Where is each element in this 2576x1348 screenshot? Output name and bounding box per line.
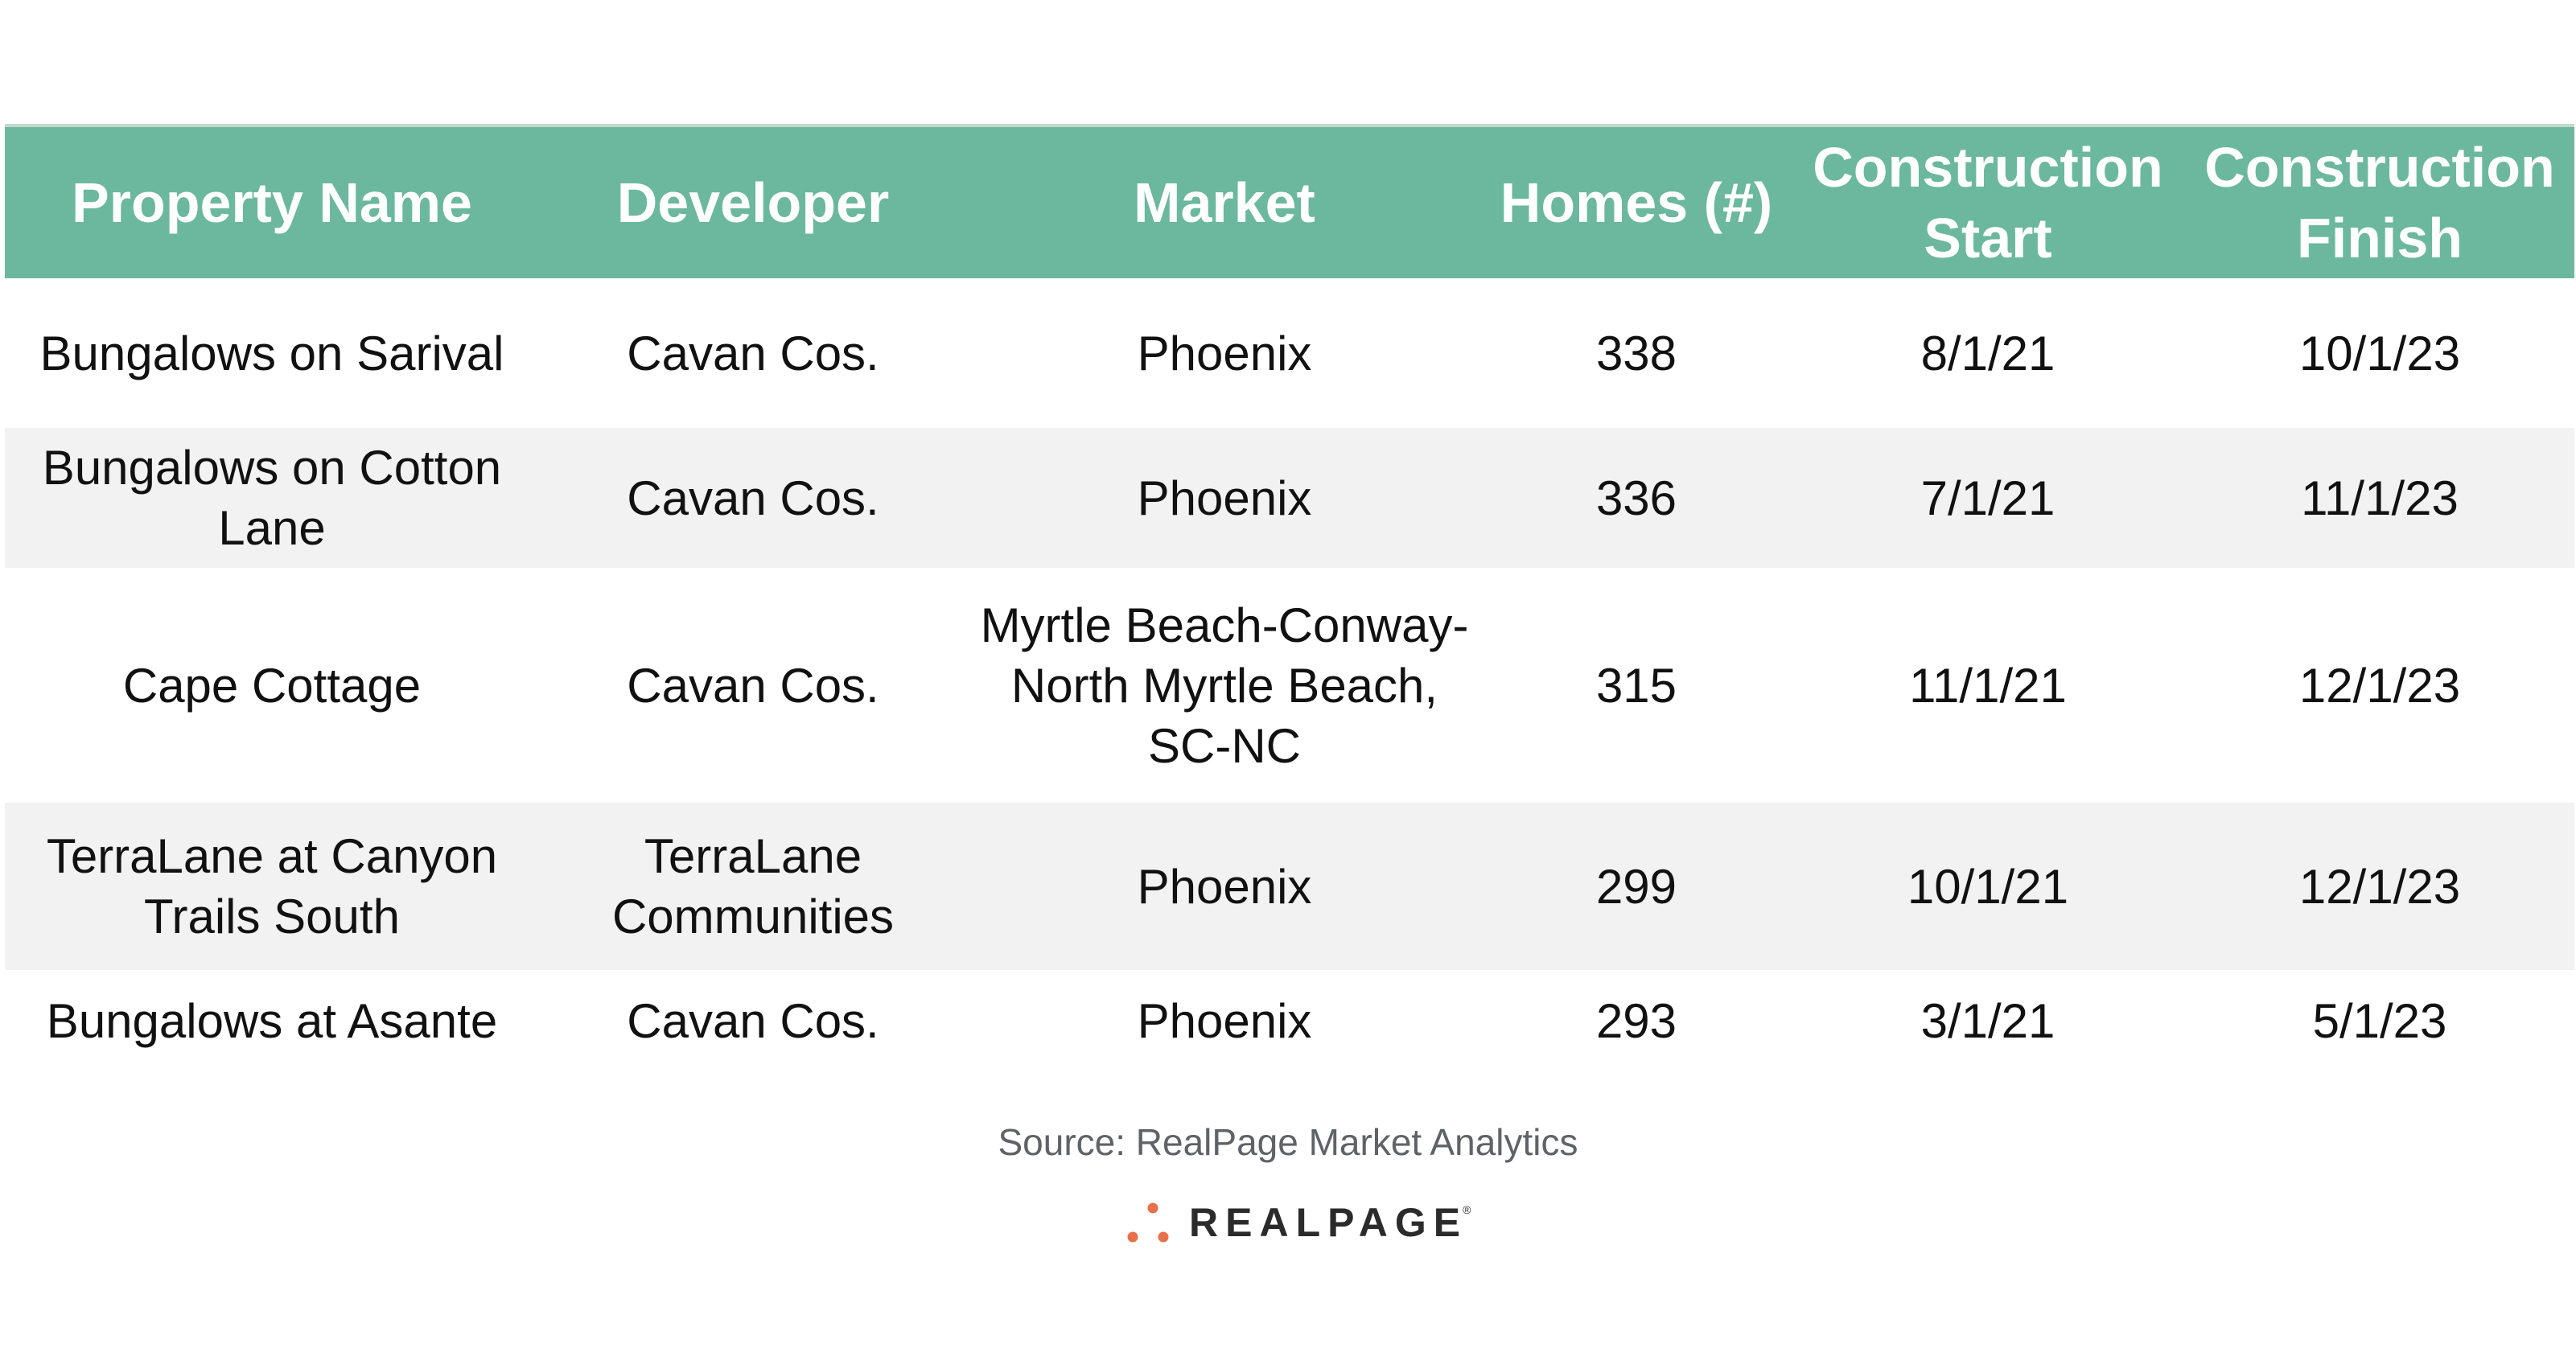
- cell-property-name: Cape Cottage: [122, 658, 422, 713]
- cell-developer: Cavan Cos.: [627, 993, 879, 1048]
- realpage-logo: REALPAGE ®: [1126, 1198, 1471, 1247]
- cell-homes: 299: [1595, 859, 1677, 914]
- header-market: Market: [1134, 171, 1315, 234]
- cell-homes: 338: [1595, 326, 1677, 380]
- logo-wordmark: REALPAGE: [1189, 1200, 1468, 1245]
- cell-market: Phoenix: [1137, 326, 1312, 380]
- cell-market: Myrtle Beach-Conway-North Myrtle Beach, …: [980, 598, 1469, 773]
- cell-property-name: Bungalows on Cotton Lane: [42, 441, 502, 555]
- table-row: Bungalows on Sarival Cavan Cos. Phoenix …: [5, 278, 2574, 428]
- cell-construction-start: 11/1/21: [1909, 658, 2067, 713]
- cell-property-name: Bungalows at Asante: [46, 993, 498, 1048]
- cell-developer: TerraLane Communities: [611, 829, 895, 943]
- realpage-dots-icon: [1127, 1202, 1169, 1243]
- source-note: Source: RealPage Market Analytics: [998, 1121, 1578, 1163]
- header-construction-start: Construction Start: [1813, 136, 2163, 269]
- table-header-row: Property Name Developer Market Homes (#)…: [5, 125, 2574, 278]
- cell-developer: Cavan Cos.: [627, 326, 879, 380]
- cell-construction-finish: 12/1/23: [2298, 859, 2461, 914]
- table-row: Bungalows at Asante Cavan Cos. Phoenix 2…: [5, 970, 2574, 1071]
- cell-construction-finish: 11/1/23: [2301, 471, 2459, 525]
- header-developer: Developer: [616, 171, 890, 234]
- cell-construction-start: 3/1/21: [1920, 993, 2055, 1048]
- header-property-name: Property Name: [72, 171, 472, 234]
- properties-table: Property Name Developer Market Homes (#)…: [5, 124, 2574, 1071]
- cell-property-name: Bungalows on Sarival: [39, 326, 504, 380]
- cell-market: Phoenix: [1137, 471, 1312, 525]
- header-homes: Homes (#): [1500, 171, 1773, 234]
- cell-construction-start: 7/1/21: [1920, 471, 2055, 525]
- table-row: Bungalows on Cotton Lane Cavan Cos. Phoe…: [5, 428, 2574, 568]
- cell-market: Phoenix: [1137, 993, 1312, 1048]
- cell-developer: Cavan Cos.: [627, 471, 879, 525]
- cell-construction-finish: 5/1/23: [2312, 993, 2447, 1048]
- cell-developer: Cavan Cos.: [627, 658, 879, 713]
- cell-property-name: TerraLane at Canyon Trails South: [46, 829, 498, 943]
- cell-construction-finish: 12/1/23: [2298, 658, 2461, 713]
- cell-construction-finish: 10/1/23: [2298, 326, 2461, 380]
- cell-homes: 315: [1595, 658, 1677, 713]
- logo-trademark: ®: [1463, 1203, 1471, 1216]
- cell-homes: 293: [1595, 993, 1677, 1048]
- header-construction-finish: Construction Finish: [2204, 136, 2555, 269]
- cell-construction-start: 10/1/21: [1907, 859, 2069, 914]
- cell-market: Phoenix: [1137, 859, 1312, 914]
- table-row: Cape Cottage Cavan Cos. Myrtle Beach-Con…: [5, 568, 2574, 803]
- cell-construction-start: 8/1/21: [1920, 326, 2055, 380]
- table-row: TerraLane at Canyon Trails South TerraLa…: [5, 803, 2574, 970]
- cell-homes: 336: [1595, 471, 1677, 525]
